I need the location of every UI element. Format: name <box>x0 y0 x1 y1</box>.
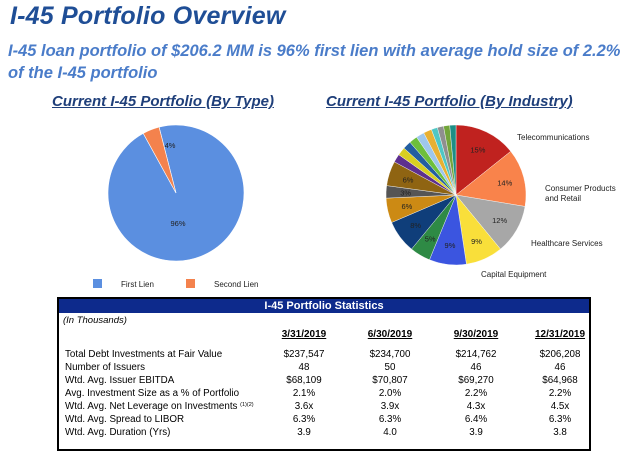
slice-percent-label: 5% <box>425 234 436 243</box>
pie-slice-first-lien <box>107 124 245 262</box>
industry-callout-label: Telecommunications <box>517 133 589 142</box>
row-label: Wtd. Avg. Spread to LIBOR <box>65 414 185 425</box>
table-cell: 3.9 <box>469 427 483 438</box>
table-cell: 4.3x <box>466 401 486 412</box>
column-header-9-30-2019: 9/30/2019 <box>453 329 499 340</box>
industry-callout-label: and Retail <box>545 194 581 203</box>
table-cell: 6.3% <box>292 414 316 425</box>
statistics-table-header: I-45 Portfolio Statistics <box>59 299 589 313</box>
industry-callout-label: Consumer Products <box>545 184 616 193</box>
table-cell: 6.4% <box>464 414 488 425</box>
table-row: Total Debt Investments at Fair Value $237… <box>65 349 585 360</box>
pie-chart-by-industry: 15% 14% 12% 9% 9% 5% 8% 6% 3% 6% Telecommunication… <box>385 124 616 279</box>
table-cell: 3.9 <box>297 427 311 438</box>
pie-slice-telecommunications <box>455 124 512 196</box>
pie-chart-by-type: 96% 4% First Lien Second Lien <box>93 124 258 289</box>
pie-slice-consumer-products-and-retail <box>455 151 527 207</box>
slice-percent-label: 9% <box>471 237 482 246</box>
table-cell: 3.9x <box>380 401 400 412</box>
table-cell: $70,807 <box>372 375 408 386</box>
table-cell: 46 <box>554 362 566 373</box>
table-cell: $68,109 <box>286 375 322 386</box>
slice-percent-label: 8% <box>410 221 421 230</box>
table-row: Avg. Investment Size as a % of Portfolio… <box>65 388 585 399</box>
slice-percent-label: 6% <box>403 175 414 184</box>
slice-percent-label: 15% <box>470 146 485 155</box>
table-cell: 4.0 <box>383 427 397 438</box>
slice-percent-label: 4% <box>165 141 176 150</box>
slice-percent-label: 96% <box>170 219 185 228</box>
pie-slice-industry-20 <box>449 124 457 196</box>
table-cell: $237,547 <box>283 349 325 360</box>
table-cell: $69,270 <box>458 375 494 386</box>
legend-swatch-second-lien <box>186 279 195 288</box>
column-header-3-31-2019: 3/31/2019 <box>281 329 327 340</box>
row-label: Wtd. Avg. Net Leverage on Investments (1… <box>65 401 254 412</box>
slice-percent-label: 14% <box>497 178 512 187</box>
page-subtitle: I-45 loan portfolio of $206.2 MM is 96% … <box>8 42 621 82</box>
table-cell: 3.6x <box>294 401 314 412</box>
table-cell: $64,968 <box>542 375 578 386</box>
legend-swatch-first-lien <box>93 279 102 288</box>
legend-label-first-lien: First Lien <box>121 280 154 289</box>
table-row: Number of Issuers 48 50 46 46 <box>65 362 585 373</box>
table-row: Wtd. Avg. Net Leverage on Investments (1… <box>65 401 585 412</box>
table-cell: 2.1% <box>292 388 316 399</box>
table-cell: $206,208 <box>539 349 581 360</box>
table-cell: 6.3% <box>378 414 402 425</box>
statistics-table: I-45 Portfolio Statistics (In Thousands)… <box>57 297 591 451</box>
column-header-6-30-2019: 6/30/2019 <box>367 329 413 340</box>
table-cell: 50 <box>384 362 396 373</box>
table-row: Wtd. Avg. Spread to LIBOR 6.3% 6.3% 6.4% 6.3… <box>65 414 585 425</box>
industry-callout-label: Healthcare Services <box>531 239 603 248</box>
table-cell: 48 <box>298 362 310 373</box>
table-cell: 6.3% <box>548 414 572 425</box>
chart-title-by-industry: Current I-45 Portfolio (By Industry) <box>326 93 573 110</box>
slice-percent-label: 6% <box>401 202 412 211</box>
row-label: Wtd. Avg. Duration (Yrs) <box>65 427 171 438</box>
table-cell: 3.8 <box>553 427 567 438</box>
table-cell: $234,700 <box>369 349 411 360</box>
table-cell: 2.0% <box>378 388 402 399</box>
slice-percent-label: 9% <box>445 241 456 250</box>
row-label: Avg. Investment Size as a % of Portfolio <box>65 388 240 399</box>
units-note: (In Thousands) <box>63 315 127 326</box>
row-label: Wtd. Avg. Issuer EBITDA <box>65 375 175 386</box>
industry-callout-label: Capital Equipment <box>481 270 547 279</box>
footnote-marker: (1)(2) <box>240 402 254 408</box>
row-label: Total Debt Investments at Fair Value <box>65 349 223 360</box>
legend-label-second-lien: Second Lien <box>214 280 258 289</box>
pie-slice-second-lien <box>142 126 177 194</box>
table-cell: 2.2% <box>464 388 488 399</box>
chart-title-by-type: Current I-45 Portfolio (By Type) <box>52 93 274 110</box>
slice-percent-label: 3% <box>400 189 411 198</box>
table-row: Wtd. Avg. Issuer EBITDA $68,109 $70,807 $69… <box>65 375 585 386</box>
page-title: I-45 Portfolio Overview <box>10 2 286 30</box>
slice-percent-label: 12% <box>492 216 507 225</box>
table-cell: 4.5x <box>550 401 570 412</box>
table-cell: $214,762 <box>455 349 497 360</box>
table-row: Wtd. Avg. Duration (Yrs) 3.9 4.0 3.9 3.8 <box>65 427 585 438</box>
row-label: Number of Issuers <box>65 362 146 373</box>
column-header-12-31-2019: 12/31/2019 <box>534 329 586 340</box>
table-cell: 46 <box>470 362 482 373</box>
table-cell: 2.2% <box>548 388 572 399</box>
